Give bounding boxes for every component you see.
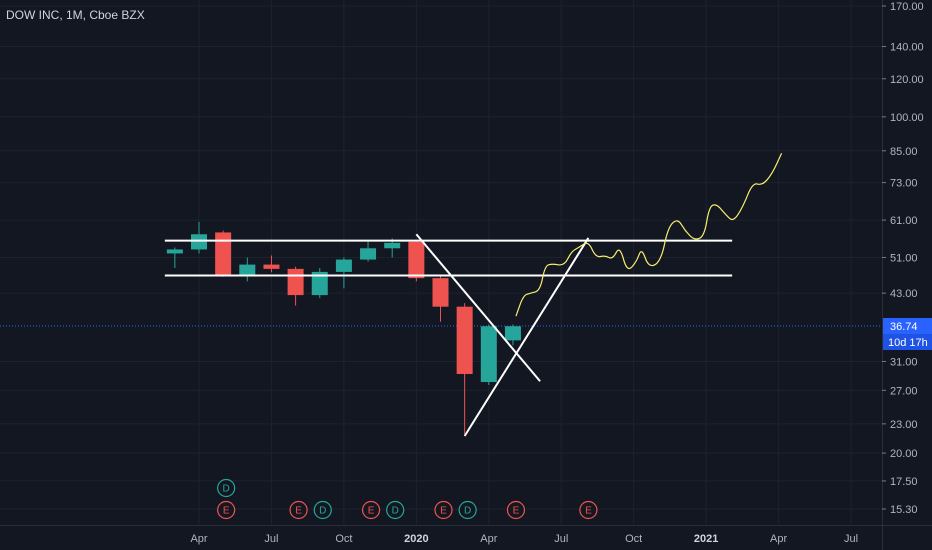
earnings-badge[interactable]: [579, 500, 598, 520]
dividend-badge[interactable]: [386, 500, 405, 520]
candle-body[interactable]: [480, 326, 497, 383]
earnings-badge-letter: E: [295, 506, 302, 517]
candle-body[interactable]: [384, 242, 401, 249]
trend-line[interactable]: [415, 233, 541, 382]
time-tick-label: Jul: [844, 533, 858, 545]
earnings-badge[interactable]: [217, 500, 236, 520]
symbol-title: DOW INC, 1M, Cboe BZX: [6, 8, 145, 22]
trend-line[interactable]: [463, 237, 590, 437]
time-tick-label: Apr: [770, 533, 787, 545]
time-tick-label: Jul: [554, 533, 568, 545]
earnings-badge[interactable]: [434, 500, 453, 520]
candle-body[interactable]: [239, 264, 256, 276]
price-tick-label: 17.50: [890, 476, 918, 488]
earnings-badge-letter: E: [440, 506, 447, 517]
dividend-badge[interactable]: [458, 500, 477, 520]
candle-body[interactable]: [432, 278, 449, 307]
last-price-label: 36.74: [890, 321, 918, 333]
candle-body[interactable]: [456, 306, 473, 374]
earnings-badge[interactable]: [506, 500, 526, 520]
time-tick-label: Oct: [335, 533, 352, 545]
price-tick-label: 27.00: [890, 385, 918, 397]
price-tick-label: 51.00: [890, 253, 918, 265]
candle-body[interactable]: [360, 248, 377, 260]
time-tick-label: Jul: [264, 533, 278, 545]
price-tick-label: 61.00: [890, 215, 918, 227]
candle-body[interactable]: [287, 268, 304, 296]
price-tick-label: 85.00: [890, 146, 918, 158]
candle-body[interactable]: [504, 326, 521, 341]
price-tick-label: 20.00: [890, 448, 918, 460]
candle-body[interactable]: [263, 264, 280, 269]
projection-path[interactable]: [515, 153, 783, 317]
dividend-badge[interactable]: [313, 500, 332, 520]
price-tick-label: 23.00: [890, 419, 918, 431]
earnings-badge-letter: E: [513, 506, 520, 517]
dividend-badge[interactable]: [217, 478, 236, 498]
countdown-tag: [883, 334, 932, 351]
dividend-badge-letter: D: [392, 506, 399, 517]
candle-body[interactable]: [335, 259, 352, 272]
price-tick-label: 100.00: [890, 112, 924, 124]
earnings-badge-letter: E: [223, 506, 230, 517]
price-tick-label: 170.00: [890, 1, 924, 13]
last-price-tag: [883, 318, 932, 335]
price-tick-label: 43.00: [890, 288, 918, 300]
time-tick-label: Apr: [190, 533, 207, 545]
time-tick-label: Apr: [480, 533, 497, 545]
price-tick-label: 140.00: [890, 42, 924, 54]
price-tick-label: 120.00: [890, 74, 924, 86]
countdown-label: 10d 17h: [888, 337, 928, 349]
earnings-badge[interactable]: [289, 500, 308, 520]
price-tick-label: 15.30: [890, 504, 918, 516]
candle-body[interactable]: [408, 241, 425, 279]
time-tick-label: Oct: [625, 533, 642, 545]
candle-body[interactable]: [191, 234, 207, 250]
price-tick-label: 31.00: [890, 356, 918, 368]
earnings-badge[interactable]: [361, 500, 381, 520]
time-tick-label: 2021: [694, 533, 718, 545]
earnings-badge-letter: E: [585, 506, 592, 517]
candle-body[interactable]: [215, 232, 232, 276]
earnings-badge-letter: E: [368, 506, 375, 517]
dividend-badge-letter: D: [319, 506, 326, 517]
time-tick-label: 2020: [404, 533, 428, 545]
candle-body[interactable]: [311, 271, 328, 296]
dividend-badge-letter: D: [464, 506, 471, 517]
price-tick-label: 73.00: [890, 178, 918, 190]
dividend-badge-letter: D: [223, 484, 230, 495]
candle-body[interactable]: [166, 249, 183, 254]
